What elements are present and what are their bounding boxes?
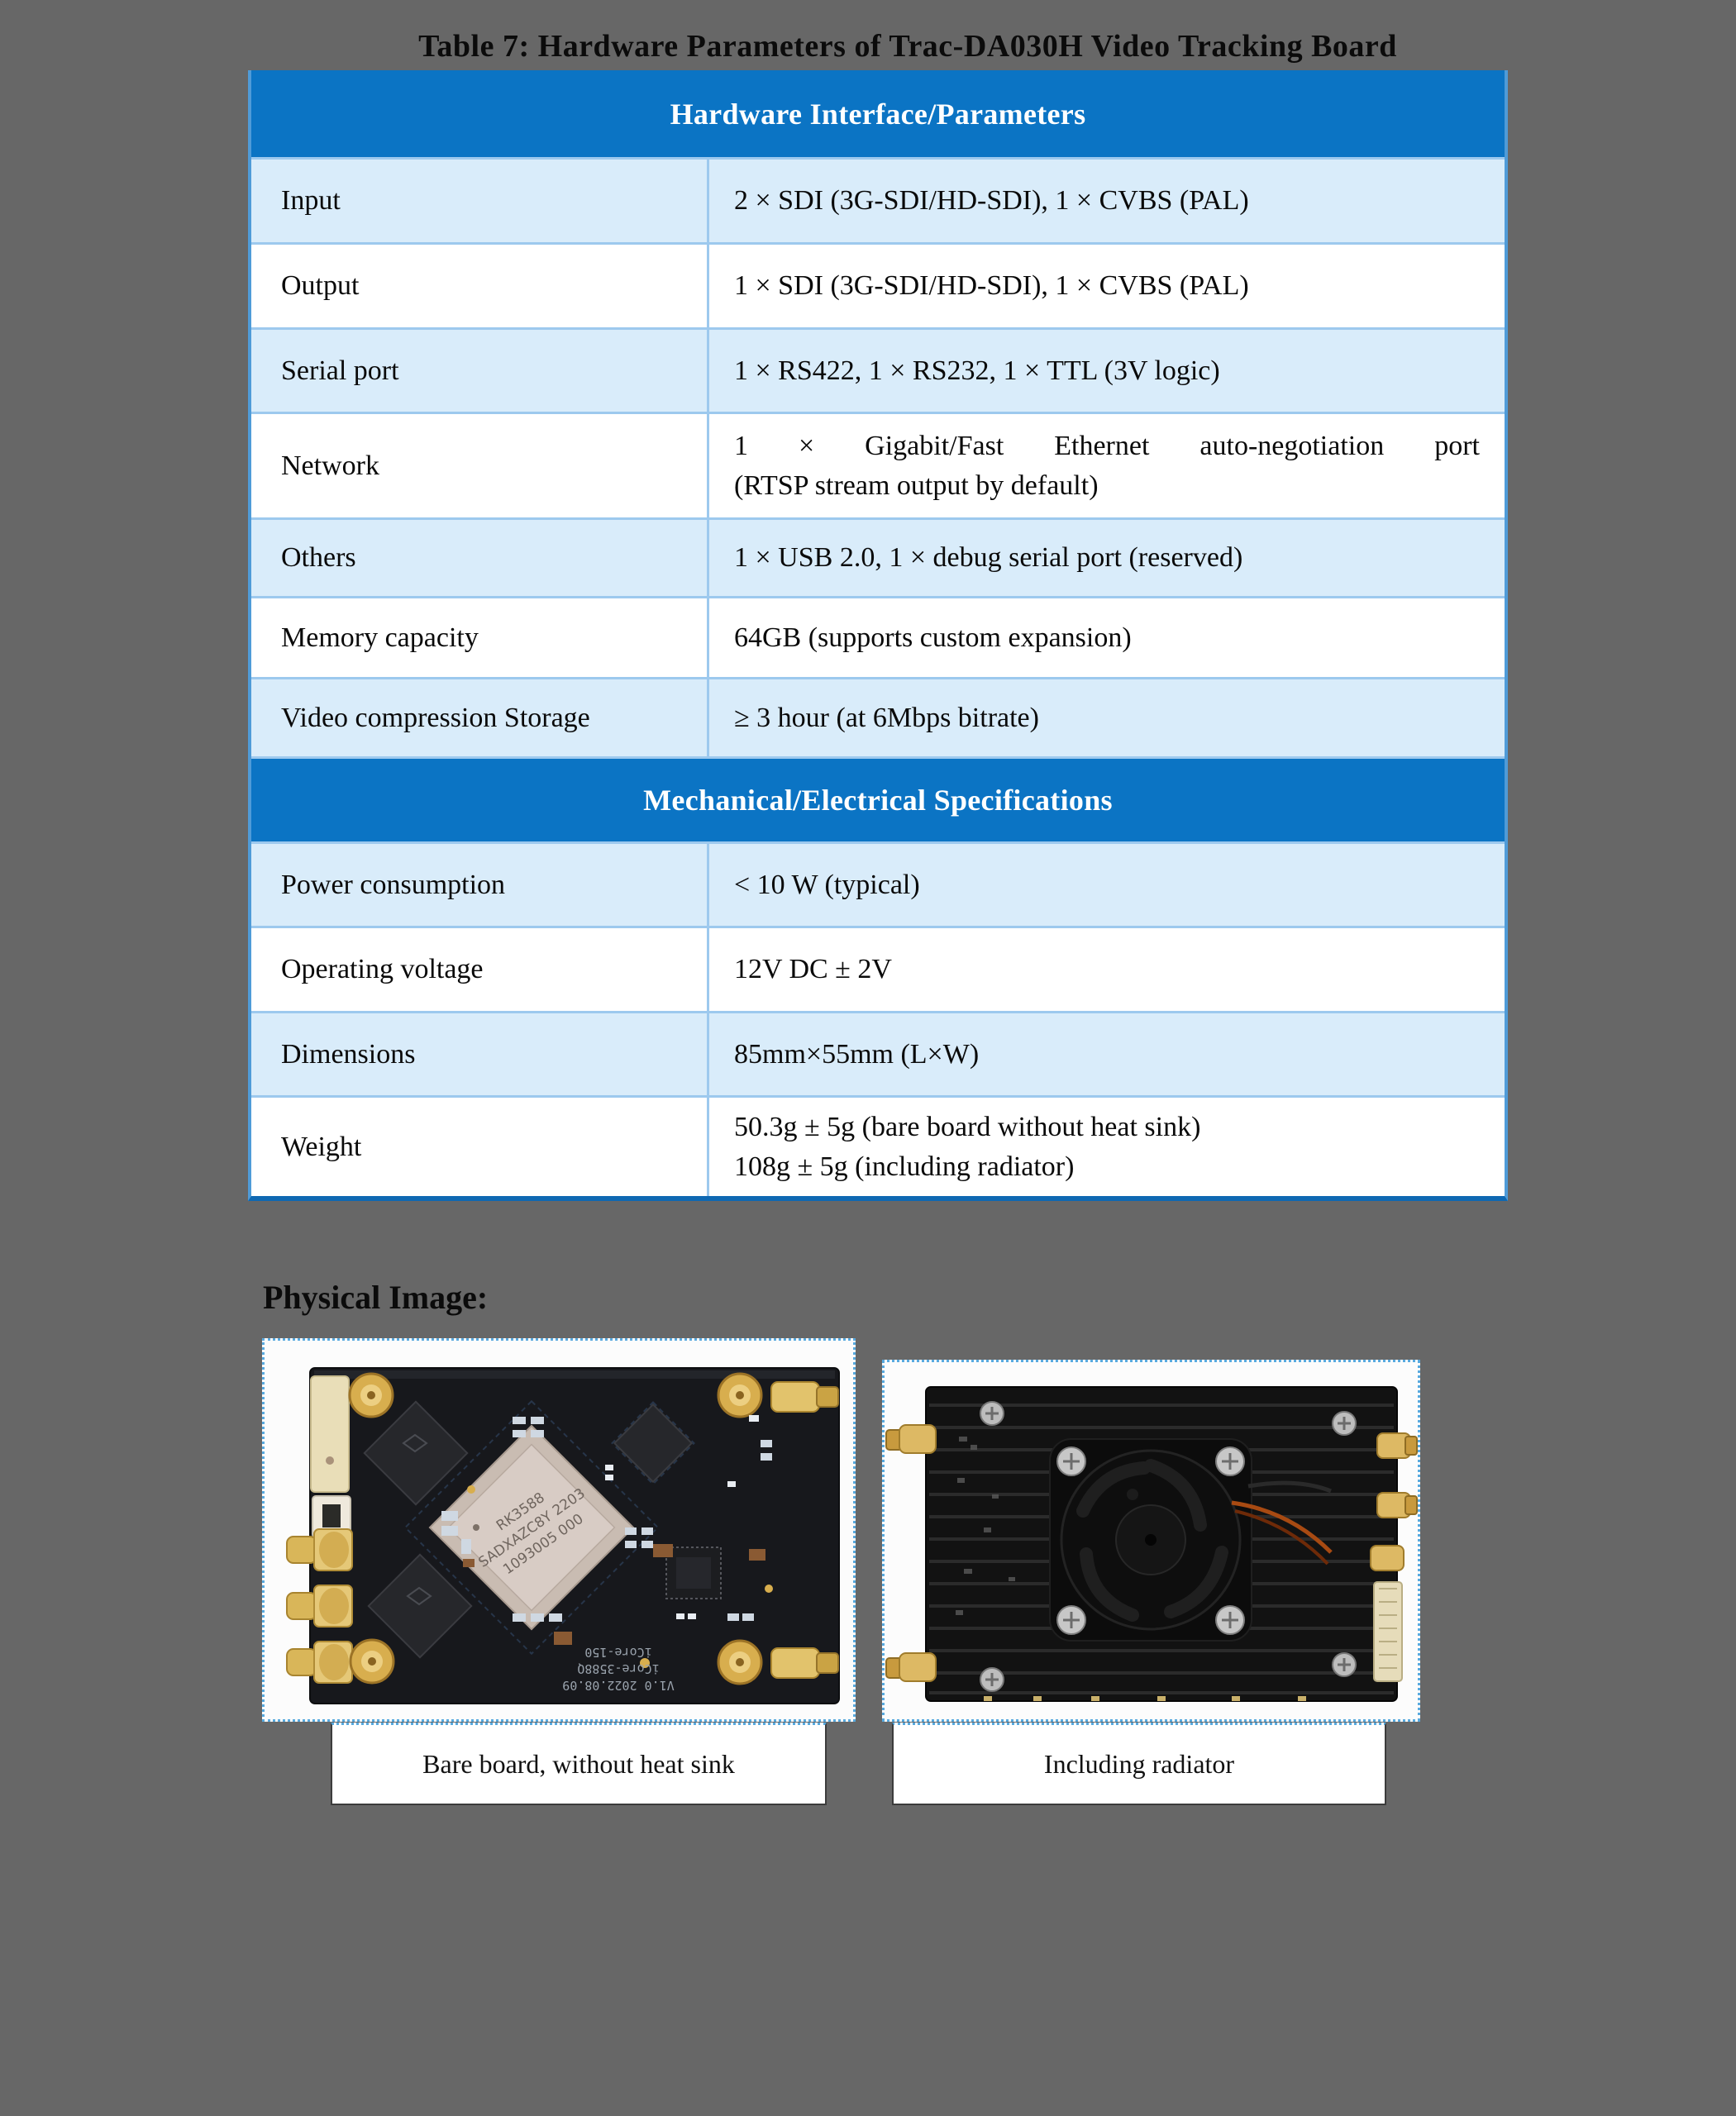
row-label: Network (281, 450, 379, 481)
silkscreen-text: V1.0 2022.08.09 iCore-3588Q iCore-150 (562, 1645, 674, 1693)
passive-components (441, 1415, 773, 1668)
photo-with-radiator (882, 1360, 1420, 1722)
table-section-header-mechanical: Mechanical/Electrical Specifications (251, 756, 1505, 841)
row-value: 64GB (supports custom expansion) (707, 598, 1505, 677)
table-row-others: Others 1 × USB 2.0, 1 × debug serial por… (251, 517, 1505, 596)
pcb-top-edge (314, 1370, 835, 1379)
row-value: 1 × SDI (3G-SDI/HD-SDI), 1 × CVBS (PAL) (707, 245, 1505, 327)
radiator-illustration (885, 1386, 1418, 1702)
row-value: 85mm×55mm (L×W) (707, 1013, 1505, 1095)
value-line: 108g ± 5g (including radiator) (734, 1151, 1075, 1182)
table-row-memory-capacity: Memory capacity 64GB (supports custom ex… (251, 596, 1505, 677)
row-label: Input (281, 185, 341, 216)
edge-connector (310, 1375, 350, 1493)
table-row-serial-port: Serial port 1 × RS422, 1 × RS232, 1 × TT… (251, 327, 1505, 412)
value-line: (RTSP stream output by default) (734, 469, 1099, 501)
row-label: Operating voltage (281, 954, 484, 984)
silkscreen-line: iCore-3588Q (577, 1661, 659, 1676)
fan-wires (1231, 1480, 1333, 1566)
row-value: < 10 W (typical) (707, 844, 1505, 926)
row-value: 2 × SDI (3G-SDI/HD-SDI), 1 × CVBS (PAL) (707, 160, 1505, 242)
cooling-fan (1060, 1449, 1242, 1631)
physical-image-heading: Physical Image: (263, 1279, 489, 1316)
row-label: Video compression Storage (281, 702, 590, 733)
page-title: Table 7: Hardware Parameters of Trac-DA0… (418, 29, 1397, 64)
corner-screws (980, 1401, 1357, 1692)
row-label: Output (281, 270, 360, 301)
fan-screws (1056, 1446, 1245, 1635)
board-edge-pads (984, 1696, 1306, 1701)
table-row-output: Output 1 × SDI (3G-SDI/HD-SDI), 1 × CVBS… (251, 242, 1505, 327)
row-value: 1 × RS422, 1 × RS232, 1 × TTL (3V logic) (707, 330, 1505, 412)
table-row-network: Network 1 × Gigabit/Fast Ethernet auto-n… (251, 412, 1505, 517)
table-row-power-consumption: Power consumption < 10 W (typical) (251, 841, 1505, 926)
table-row-input: Input 2 × SDI (3G-SDI/HD-SDI), 1 × CVBS … (251, 157, 1505, 242)
row-value: 1 × USB 2.0, 1 × debug serial port (rese… (707, 520, 1505, 596)
table-row-video-compression-storage: Video compression Storage ≥ 3 hour (at 6… (251, 677, 1505, 756)
value-line: 50.3g ± 5g (bare board without heat sink… (734, 1111, 1201, 1142)
caption-text: Including radiator (1043, 1749, 1235, 1779)
value-line: 1 × Gigabit/Fast Ethernet auto-negotiati… (734, 430, 1480, 461)
sma-connector (286, 1528, 353, 1684)
row-label: Serial port (281, 355, 399, 386)
row-value: 50.3g ± 5g (bare board without heat sink… (707, 1098, 1505, 1196)
sma-connector-left (885, 1424, 937, 1682)
caption-text: Bare board, without heat sink (422, 1749, 735, 1779)
row-label: Dimensions (281, 1038, 416, 1070)
qfp-chip (665, 1546, 722, 1599)
table-row-operating-voltage: Operating voltage 12V DC ± 2V (251, 926, 1505, 1011)
sma-connector-right (1370, 1432, 1418, 1571)
row-label: Weight (281, 1131, 362, 1162)
rk3588-chip: RK3588 SADXAZC8Y 2203 1093005 000 (428, 1424, 635, 1631)
caption-bare-board: Bare board, without heat sink (331, 1723, 827, 1805)
spec-table: Hardware Interface/Parameters Input 2 × … (248, 70, 1508, 1201)
pin-connector (1373, 1581, 1403, 1682)
silkscreen-specks (956, 1437, 1015, 1615)
silkscreen-line: V1.0 2022.08.09 (562, 1678, 674, 1693)
mounting-post (348, 1372, 763, 1685)
row-value: 1 × Gigabit/Fast Ethernet auto-negotiati… (707, 414, 1505, 517)
table-row-dimensions: Dimensions 85mm×55mm (L×W) (251, 1011, 1505, 1095)
table-row-weight: Weight 50.3g ± 5g (bare board without he… (251, 1095, 1505, 1196)
row-label: Others (281, 542, 356, 573)
table-section-header-hardware: Hardware Interface/Parameters (251, 70, 1505, 157)
memory-chip (363, 1400, 694, 1659)
bare-board-illustration: RK3588 SADXAZC8Y 2203 1093005 000 (286, 1367, 840, 1704)
row-label: Memory capacity (281, 622, 479, 653)
silkscreen-line: iCore-150 (584, 1645, 651, 1660)
row-value: 12V DC ± 2V (707, 928, 1505, 1011)
row-label: Power consumption (281, 869, 506, 900)
photo-bare-board: RK3588 SADXAZC8Y 2203 1093005 000 (262, 1338, 856, 1722)
caption-including-radiator: Including radiator (892, 1723, 1386, 1805)
row-value: ≥ 3 hour (at 6Mbps bitrate) (707, 679, 1505, 756)
sma-connector-right (770, 1381, 839, 1679)
